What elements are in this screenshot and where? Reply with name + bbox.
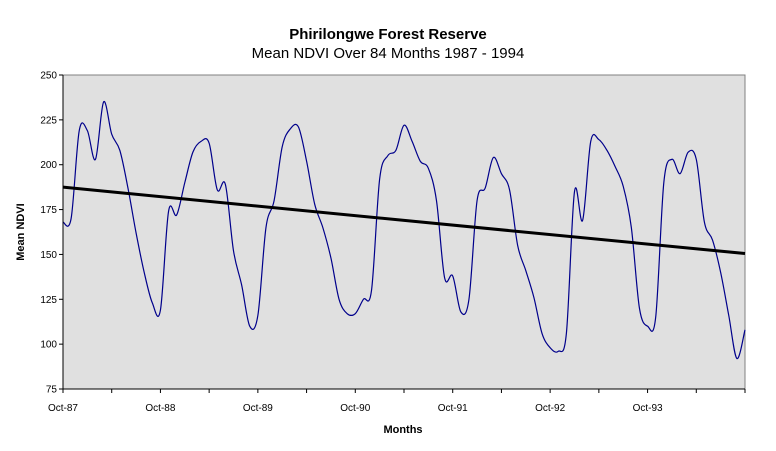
series-line <box>62 101 746 360</box>
series-layer <box>62 101 746 360</box>
x-tick-label: Oct-90 <box>340 403 370 414</box>
x-tick-label: Oct-89 <box>243 403 273 414</box>
y-tick-label: 100 <box>40 340 57 351</box>
y-tick-label: 225 <box>40 115 57 126</box>
y-tick-label: 250 <box>40 71 57 82</box>
y-tick-label: 200 <box>40 160 57 171</box>
y-tick-label: 150 <box>40 250 57 261</box>
y-axis: 75 100 125 150 175 200 225 250 <box>40 71 63 396</box>
plot-area <box>62 74 746 390</box>
chart-subtitle: Mean NDVI Over 84 Months 1987 - 1994 <box>252 45 525 62</box>
y-tick-label: 75 <box>46 385 58 396</box>
y-tick-label: 175 <box>40 205 57 216</box>
x-axis-label: Months <box>383 424 422 436</box>
x-tick-label: Oct-91 <box>438 403 468 414</box>
x-tick-label: Oct-93 <box>633 403 663 414</box>
x-tick-label: Oct-88 <box>145 403 175 414</box>
trendline <box>62 185 746 256</box>
y-tick-label: 125 <box>40 295 57 306</box>
x-tick-label: Oct-87 <box>48 403 78 414</box>
x-tick-label: Oct-92 <box>535 403 565 414</box>
chart-title: Phirilongwe Forest Reserve <box>289 26 487 43</box>
x-axis: Oct-87 Oct-88 Oct-89 Oct-90 Oct-91 Oct-92 Oct-… <box>48 389 746 414</box>
y-axis-label: Mean NDVI <box>15 203 27 260</box>
